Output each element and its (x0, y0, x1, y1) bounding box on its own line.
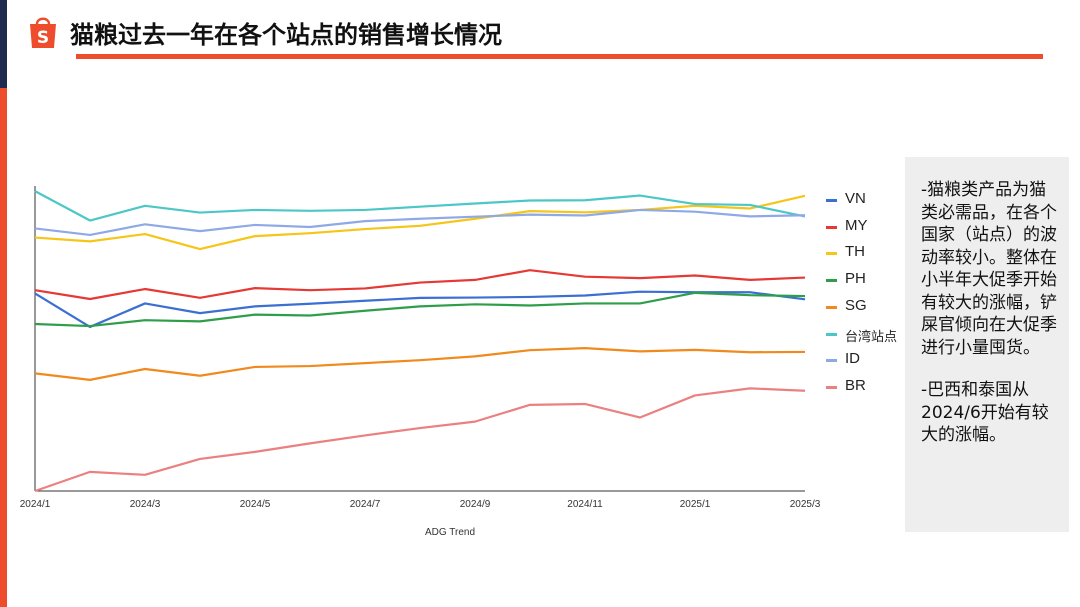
series-line-BR (34, 387, 806, 493)
page-title: 猫粮过去一年在各个站点的销售增长情况 (70, 21, 502, 49)
series-line-SG (34, 347, 806, 381)
x-tick-labels: 2024/1 2024/3 2024/5 2024/7 2024/9 2024/11 202… (20, 499, 821, 510)
notes-panel: -猫粮类产品为猫类必需品，在各个国家（站点）的波动率较小。整体在小半年大促季开始… (905, 157, 1069, 532)
legend-swatch (826, 279, 837, 283)
legend-label: VN (845, 190, 866, 207)
legend-label: BR (845, 376, 866, 394)
legend-swatch (826, 225, 837, 229)
x-tick-label: 2024/11 (567, 499, 603, 510)
note-paragraph: -巴西和泰国从2024/6开始有较大的涨幅。 (921, 380, 1049, 445)
x-tick-label: 2024/7 (350, 499, 381, 510)
left-accent-bar-bottom (0, 88, 7, 607)
notes-text: -猫粮类产品为猫类必需品，在各个国家（站点）的波动率较小。整体在小半年大促季开始… (921, 179, 1063, 467)
chart-series (34, 190, 806, 493)
legend-label: 台湾站点 (845, 328, 898, 344)
legend-swatch (826, 199, 837, 202)
x-tick-label: 2024/3 (130, 499, 161, 510)
legend-swatch (826, 305, 837, 309)
legend-swatch (826, 252, 837, 256)
x-tick-label: 2024/1 (20, 499, 51, 510)
series-line-ID (34, 208, 806, 237)
x-tick-label: 2025/1 (680, 499, 711, 510)
x-tick-label: 2025/3 (790, 499, 821, 510)
series-line-MY (34, 269, 806, 301)
series-line-TH (34, 194, 806, 251)
legend-label: TH (845, 243, 865, 261)
chart-axes (34, 186, 805, 492)
legend-label: ID (845, 350, 860, 368)
legend-swatch (826, 359, 837, 363)
series-line-台湾站点 (34, 190, 806, 222)
svg-text:S: S (37, 28, 49, 48)
x-tick-label: 2024/5 (240, 499, 271, 510)
left-accent-bar-top (0, 0, 7, 88)
title-underline (76, 54, 1043, 59)
legend-label: MY (845, 216, 868, 234)
series-line-VN (34, 290, 806, 329)
legend-swatch (826, 385, 837, 389)
x-tick-label: 2024/9 (460, 499, 491, 510)
legend-label: PH (845, 270, 866, 288)
series-line-PH (34, 291, 806, 328)
shopee-bag-icon: S (30, 17, 56, 48)
x-axis-label: ADG Trend (425, 527, 475, 538)
legend-swatch (826, 332, 837, 336)
note-paragraph: -猫粮类产品为猫类必需品，在各个国家（站点）的波动率较小。整体在小半年大促季开始… (921, 180, 1057, 358)
legend-label: SG (845, 296, 867, 314)
